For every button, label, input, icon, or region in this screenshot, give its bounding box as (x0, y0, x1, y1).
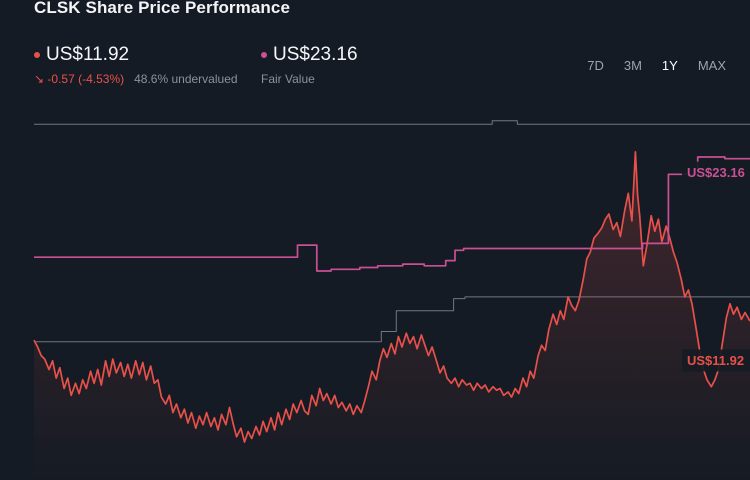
tab-1y[interactable]: 1Y (661, 58, 678, 73)
share-price-area (34, 151, 750, 480)
undervalued-label: 48.6% undervalued (134, 72, 238, 86)
fair-value-value: US$23.16 (273, 44, 358, 65)
share-price-stat: US$11.92 ↘ -0.57 (-4.53%) 48.6% underval… (34, 44, 238, 86)
price-tag-label-1: US$11.92 (687, 353, 744, 368)
price-tag-bg-0 (682, 161, 750, 184)
fair-value-dot (261, 52, 267, 58)
benchmark-line (34, 296, 750, 343)
price-tag-label-0: US$23.16 (687, 165, 745, 180)
chart-title: CLSK Share Price Performance (34, 0, 291, 17)
top-line-line (34, 120, 750, 125)
tab-3m[interactable]: 3M (623, 58, 642, 73)
fair-value-line (34, 156, 750, 272)
tab-7d[interactable]: 7D (587, 58, 604, 73)
share-price-value: US$11.92 (46, 44, 130, 65)
price-tag-bg-1 (682, 349, 750, 372)
arrow-down-right-icon: ↘ (34, 72, 45, 86)
share-price-line (33, 150, 750, 443)
fair-value-label: Fair Value (261, 72, 315, 86)
share-price-dot (34, 52, 40, 58)
fair-value-stat: US$23.16 Fair Value (261, 44, 358, 86)
tab-max[interactable]: MAX (697, 58, 726, 73)
price-change: -0.57 (-4.53%) (47, 72, 125, 86)
time-range-tabs: 7D 3M 1Y MAX (577, 58, 736, 73)
